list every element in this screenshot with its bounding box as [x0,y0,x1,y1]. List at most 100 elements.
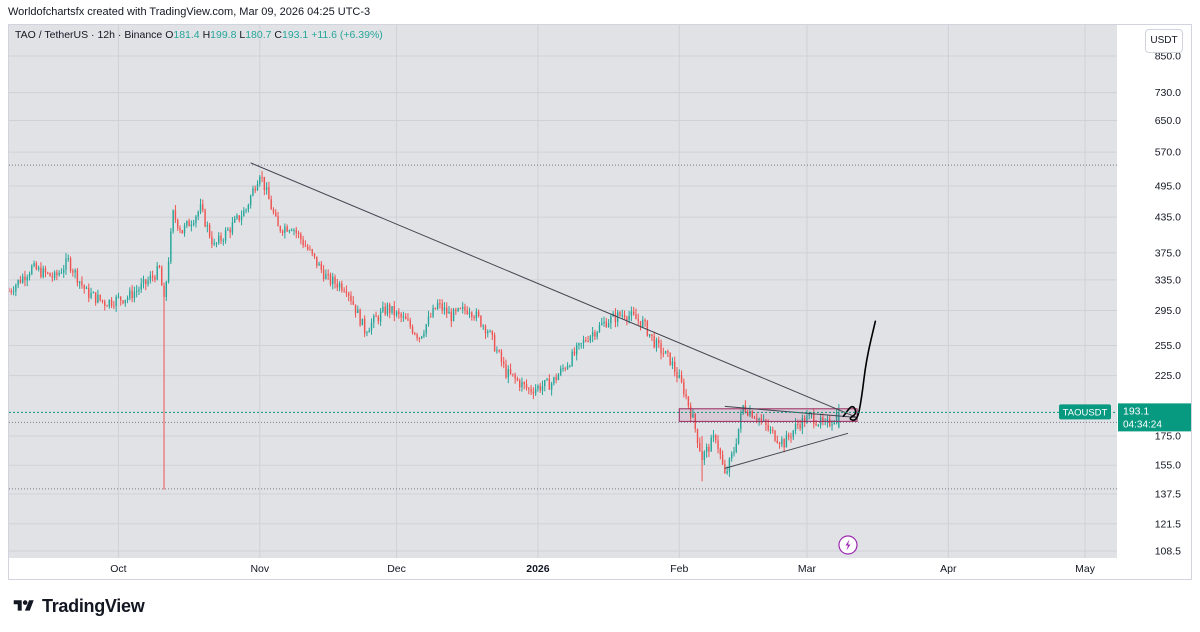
candle-body [400,313,402,318]
candle-body [332,276,334,285]
downtrend-line [250,162,858,419]
candle-body [587,341,589,343]
candle-body [571,351,573,366]
candle-body [338,283,341,288]
candle-body [327,274,329,276]
x-tick-label: May [1075,563,1096,575]
y-tick-label: 155.0 [1155,460,1181,472]
candle-body [678,374,680,378]
candle-body [126,297,129,300]
candle-body [375,315,377,318]
candle-body [733,451,735,454]
candle-body [760,418,763,421]
candle-body [238,215,240,221]
candle-body [341,283,343,291]
candle-body [628,315,630,321]
candle-body [51,276,54,278]
candle-body [192,223,195,225]
candle-body [487,331,489,334]
candle-body [448,311,450,314]
candle-body [72,270,74,273]
y-tick-label: 375.0 [1155,247,1181,259]
candle-body [468,312,471,314]
candle-body [227,229,229,231]
candle-body [379,311,382,322]
candle-body [402,316,405,318]
candle-body [363,318,366,334]
candle-body [534,389,537,394]
candle-body [53,272,56,278]
candle-body [113,305,115,307]
candle-body [231,222,234,233]
candle-body [347,293,350,296]
candle-body [286,226,288,232]
candle-body [416,334,418,338]
candle-body [507,369,509,378]
candle-body [655,339,658,348]
candle-body [603,321,605,324]
candle-body [717,440,719,449]
candle-body [530,389,532,392]
candle-body [395,311,398,316]
candle-body [703,451,706,461]
y-tick-label: 850.0 [1155,51,1181,63]
candle-body [705,446,708,452]
candle-body [680,374,683,383]
legend-change: +11.6 (+6.39%) [311,29,383,41]
candle-body [480,315,482,327]
candle-body [671,361,674,365]
candle-body [562,368,564,370]
candle-body [635,314,637,320]
candle-body [368,330,370,333]
candle-body [320,263,323,270]
candle-body [564,368,566,370]
candle-body [156,265,158,280]
candle-body [350,295,352,302]
candle-body [115,296,117,307]
candle-body [104,301,106,306]
candle-body [391,306,393,313]
price-tag-value: 193.1 [1123,405,1149,417]
candle-body [240,216,243,221]
candle-body [404,316,407,320]
candle-body [514,374,516,379]
candle-body [498,350,500,352]
price-chart[interactable]: 850.0 730.0 650.0 570.0 495.0 435.0 375.0 335.0… [9,25,1192,580]
candle-body [33,263,35,266]
candle-body [382,306,384,312]
candle-body [455,309,457,311]
candle-body [669,352,671,365]
candle-body [19,279,22,283]
candle-body [726,471,728,474]
candle-body [352,301,354,305]
candle-body [607,323,610,328]
ticker-tag [1059,404,1111,420]
candle-body [265,187,268,191]
candle-body [297,232,300,234]
candle-body [769,429,772,431]
candle-body [249,195,252,206]
candle-body [484,325,487,334]
candle-body [644,319,646,322]
candle-body [801,417,804,429]
candle-body [699,442,701,452]
candle-body [293,229,295,231]
candle-body [418,337,421,339]
triangle-lower-line [724,432,849,469]
price-axis [1117,25,1191,579]
candle-body [712,435,715,438]
candle-body [762,420,765,422]
candle-body [642,319,644,327]
currency-button[interactable]: USDT [1145,29,1183,53]
candle-body [120,296,122,301]
candle-body [439,303,441,305]
candle-body [621,314,623,316]
candle-body [9,290,10,292]
candle-body [170,231,172,262]
candle-body [735,443,737,452]
candle-body [106,305,108,307]
candle-body [794,423,797,431]
y-tick-label: 650.0 [1155,115,1181,127]
y-tick-label: 175.0 [1155,431,1181,443]
candle-body [386,304,389,315]
